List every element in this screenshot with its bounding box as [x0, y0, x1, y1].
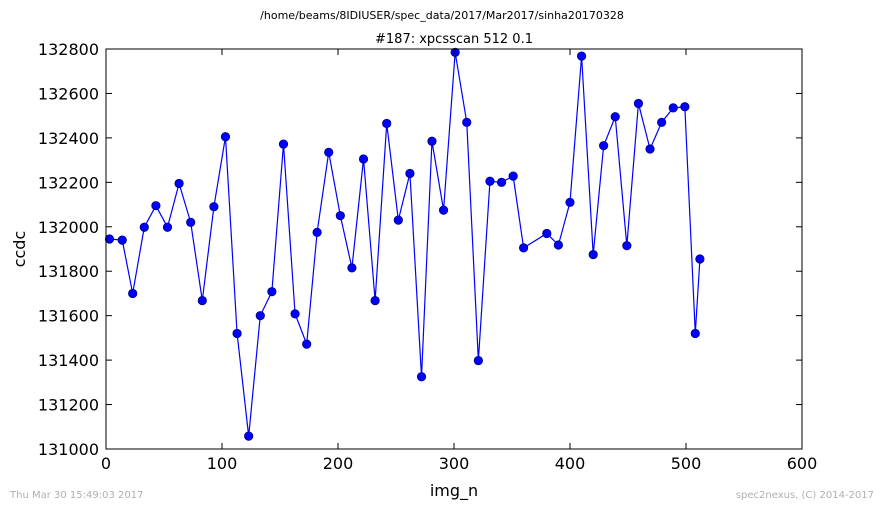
- data-point: [518, 243, 529, 253]
- x-tick-label: 100: [207, 454, 238, 473]
- data-point: [290, 309, 300, 319]
- y-tick-label: 131200: [38, 396, 99, 415]
- data-point: [278, 139, 289, 149]
- data-point: [324, 147, 334, 157]
- x-tick-label: 400: [555, 454, 586, 473]
- data-point: [485, 176, 495, 186]
- data-point: [382, 118, 392, 129]
- data-point: [695, 254, 705, 264]
- y-tick-label: 131600: [38, 307, 99, 326]
- y-tick-label: 132600: [38, 84, 99, 103]
- x-tick-label: 0: [101, 454, 111, 473]
- y-tick-label: 131400: [38, 351, 99, 370]
- data-point: [588, 249, 598, 260]
- data-point: [267, 287, 277, 297]
- data-point: [151, 201, 161, 211]
- x-tick-label: 600: [787, 454, 818, 473]
- data-point: [302, 339, 312, 349]
- data-point: [622, 241, 632, 251]
- x-tick-label: 300: [439, 454, 470, 473]
- y-tick-label: 132800: [38, 40, 99, 59]
- data-point: [162, 222, 173, 232]
- data-point: [438, 205, 449, 215]
- data-point: [427, 136, 437, 146]
- data-point: [104, 234, 115, 244]
- y-tick-label: 131000: [38, 440, 99, 459]
- data-point: [610, 112, 620, 122]
- data-point: [680, 102, 690, 112]
- x-tick-label: 500: [671, 454, 702, 473]
- data-point: [197, 295, 207, 306]
- data-point: [139, 222, 149, 232]
- data-point: [370, 295, 380, 306]
- credit: spec2nexus, (C) 2014-2017: [736, 490, 874, 501]
- data-point: [553, 240, 564, 250]
- data-point: [174, 178, 184, 189]
- y-tick-label: 132200: [38, 173, 99, 192]
- ticks-layer: 0 100 200 300 400 500 600 131000 131200 131400 131…: [38, 40, 817, 473]
- y-tick-label: 131800: [38, 262, 99, 281]
- data-point: [358, 154, 369, 164]
- timestamp: Thu Mar 30 15:49:03 2017: [9, 490, 143, 501]
- x-tick-label: 200: [323, 454, 354, 473]
- data-point: [335, 211, 345, 221]
- data-point: [117, 235, 127, 245]
- data-point: [393, 215, 403, 225]
- data-point: [209, 202, 219, 212]
- y-tick-label: 132000: [38, 218, 99, 237]
- data-point: [232, 328, 242, 339]
- data-point: [347, 263, 357, 273]
- data-point: [508, 171, 518, 181]
- data-point: [186, 217, 196, 227]
- data-point: [542, 228, 552, 239]
- y-axis-label: ccdc: [10, 231, 29, 268]
- data-point: [473, 355, 483, 366]
- data-point: [244, 431, 254, 441]
- data-point: [645, 144, 655, 154]
- plot-frame: [105, 48, 803, 450]
- data-point: [690, 328, 700, 339]
- data-point: [576, 51, 587, 61]
- y-tick-label: 132400: [38, 129, 99, 148]
- data-point: [633, 98, 644, 109]
- data-point: [220, 132, 231, 142]
- x-axis-label: img_n: [430, 481, 478, 501]
- data-point: [450, 47, 460, 57]
- data-point: [255, 311, 265, 321]
- data-point: [565, 197, 575, 207]
- data-point: [128, 288, 138, 299]
- series-layer: [104, 47, 705, 441]
- plot-area: 0 100 200 300 400 500 600 131000 131200 131400 131…: [38, 40, 817, 473]
- data-point: [668, 103, 678, 113]
- series-line: [109, 52, 701, 437]
- file-path: /home/beams/8IDIUSER/spec_data/2017/Mar2…: [260, 9, 624, 22]
- data-point: [416, 372, 427, 382]
- data-point: [405, 168, 415, 179]
- data-point: [462, 117, 472, 127]
- data-point: [599, 141, 609, 151]
- data-point: [657, 117, 667, 127]
- data-point: [312, 227, 322, 237]
- data-point: [496, 177, 507, 187]
- chart-title: #187: xpcsscan 512 0.1: [375, 32, 533, 47]
